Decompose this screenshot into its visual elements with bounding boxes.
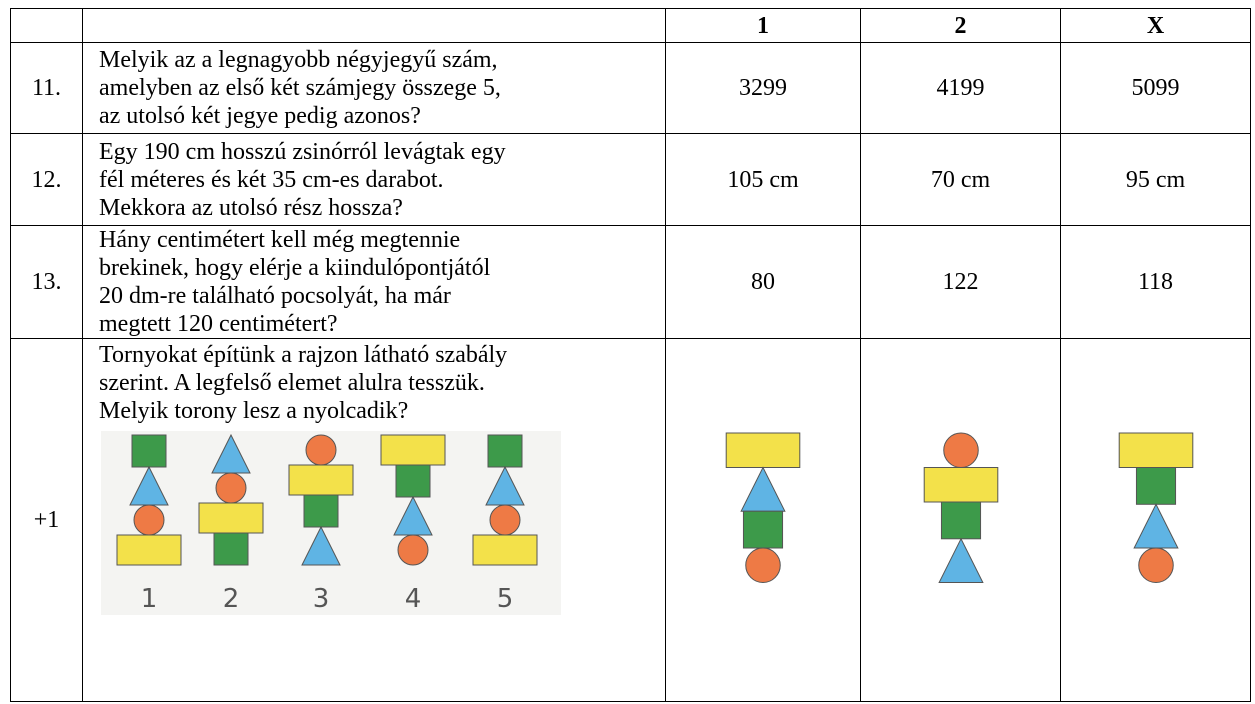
tower-option bbox=[923, 432, 998, 583]
tower-option bbox=[1118, 432, 1193, 583]
question-line: szerint. A legfelső elemet alulra tesszü… bbox=[99, 370, 485, 396]
rectangle bbox=[198, 502, 264, 534]
answer: 95 cm bbox=[1060, 133, 1251, 226]
circle bbox=[489, 504, 521, 536]
rectangle bbox=[380, 434, 446, 466]
circle bbox=[1137, 547, 1174, 583]
header-cell bbox=[10, 8, 83, 43]
table-body: 11. Melyik az a legnagyobb négyjegyű szám… bbox=[10, 42, 1251, 702]
quiz-table: 1 2 X 11. Melyik az a legnagyobb négyjegy… bbox=[10, 8, 1251, 702]
answer: 118 bbox=[1060, 225, 1251, 339]
circle bbox=[745, 547, 781, 583]
tower-option bbox=[725, 432, 801, 583]
rectangle bbox=[1118, 432, 1193, 468]
rectangle bbox=[923, 467, 998, 503]
triangle bbox=[1132, 503, 1179, 549]
row-number: +1 bbox=[10, 338, 83, 702]
figure-label: 1 bbox=[141, 584, 158, 614]
table-row: 12. Egy 190 cm hosszú zsinórról levágtak … bbox=[10, 133, 1251, 226]
question-line: Melyik az a legnagyobb négyjegyű szám, bbox=[99, 47, 498, 73]
question: Hány centimétert kell még megtennie breki… bbox=[82, 225, 666, 339]
figure-label: 4 bbox=[405, 584, 422, 614]
question-line: Mekkora az utolsó rész hossza? bbox=[99, 194, 403, 221]
answer-figure bbox=[665, 338, 861, 702]
figure-label: 5 bbox=[497, 584, 514, 614]
circle bbox=[942, 432, 979, 468]
answer: 4199 bbox=[860, 42, 1061, 134]
rectangle bbox=[725, 432, 801, 468]
square bbox=[131, 434, 167, 468]
answer: 3299 bbox=[665, 42, 861, 134]
question-line: fél méteres és két 35 cm-es darabot. bbox=[99, 166, 444, 193]
question-line: brekinek, hogy elérje a kiindulópontjátó… bbox=[99, 255, 491, 281]
question-line: megtett 120 centimétert? bbox=[99, 311, 338, 337]
row-number: 12. bbox=[10, 133, 83, 226]
question: Melyik az a legnagyobb négyjegyű szám, am… bbox=[82, 42, 666, 134]
square bbox=[303, 494, 339, 528]
square bbox=[742, 510, 784, 549]
square bbox=[1135, 467, 1176, 505]
tower-sequence: 1 2 3 4 5 bbox=[101, 431, 561, 615]
circle bbox=[305, 434, 337, 466]
row-number: 11. bbox=[10, 42, 83, 134]
circle bbox=[215, 472, 247, 504]
answer-figure bbox=[860, 338, 1061, 702]
triangle bbox=[301, 525, 341, 566]
answer: 122 bbox=[860, 225, 1061, 339]
rectangle bbox=[472, 534, 538, 566]
question-line: Melyik torony lesz a nyolcadik? bbox=[99, 398, 409, 424]
table-row: 13. Hány centimétert kell még megtennie br… bbox=[10, 225, 1251, 339]
question-line: 20 dm-re található pocsolyát, ha már bbox=[99, 283, 451, 309]
rectangle bbox=[116, 534, 182, 566]
answer: 5099 bbox=[1060, 42, 1251, 134]
option-header: 2 bbox=[860, 8, 1061, 43]
square bbox=[940, 501, 981, 540]
triangle bbox=[740, 466, 786, 512]
header-row: 1 2 X bbox=[10, 8, 1251, 43]
square bbox=[213, 532, 249, 566]
square bbox=[487, 434, 523, 468]
question: Egy 190 cm hosszú zsinórról levágtak egy… bbox=[82, 133, 666, 226]
answer-figure bbox=[1060, 338, 1251, 702]
square bbox=[395, 464, 431, 498]
figure-label: 2 bbox=[223, 584, 240, 614]
triangle bbox=[937, 537, 984, 583]
question: Tornyokat építünk a rajzon látható szabá… bbox=[82, 338, 666, 702]
question-line: Tornyokat építünk a rajzon látható szabá… bbox=[99, 342, 508, 368]
table-row: +1 Tornyokat építünk a rajzon látható sza… bbox=[10, 338, 1251, 702]
figure-label: 3 bbox=[313, 584, 330, 614]
table-row: 11. Melyik az a legnagyobb négyjegyű szám… bbox=[10, 42, 1251, 134]
answer: 70 cm bbox=[860, 133, 1061, 226]
option-header: X bbox=[1060, 8, 1251, 43]
answer: 105 cm bbox=[665, 133, 861, 226]
question-line: amelyben az első két számjegy összege 5, bbox=[99, 75, 501, 101]
answer: 80 bbox=[665, 225, 861, 339]
circle bbox=[133, 504, 165, 536]
question-line: Hány centimétert kell még megtennie bbox=[99, 227, 461, 253]
row-number: 13. bbox=[10, 225, 83, 339]
option-header: 1 bbox=[665, 8, 861, 43]
header-cell bbox=[82, 8, 666, 43]
rectangle bbox=[288, 464, 354, 496]
question-line: Egy 190 cm hosszú zsinórról levágtak egy bbox=[99, 138, 506, 165]
question-line: az utolsó két jegye pedig azonos? bbox=[99, 103, 421, 129]
circle bbox=[397, 534, 429, 566]
